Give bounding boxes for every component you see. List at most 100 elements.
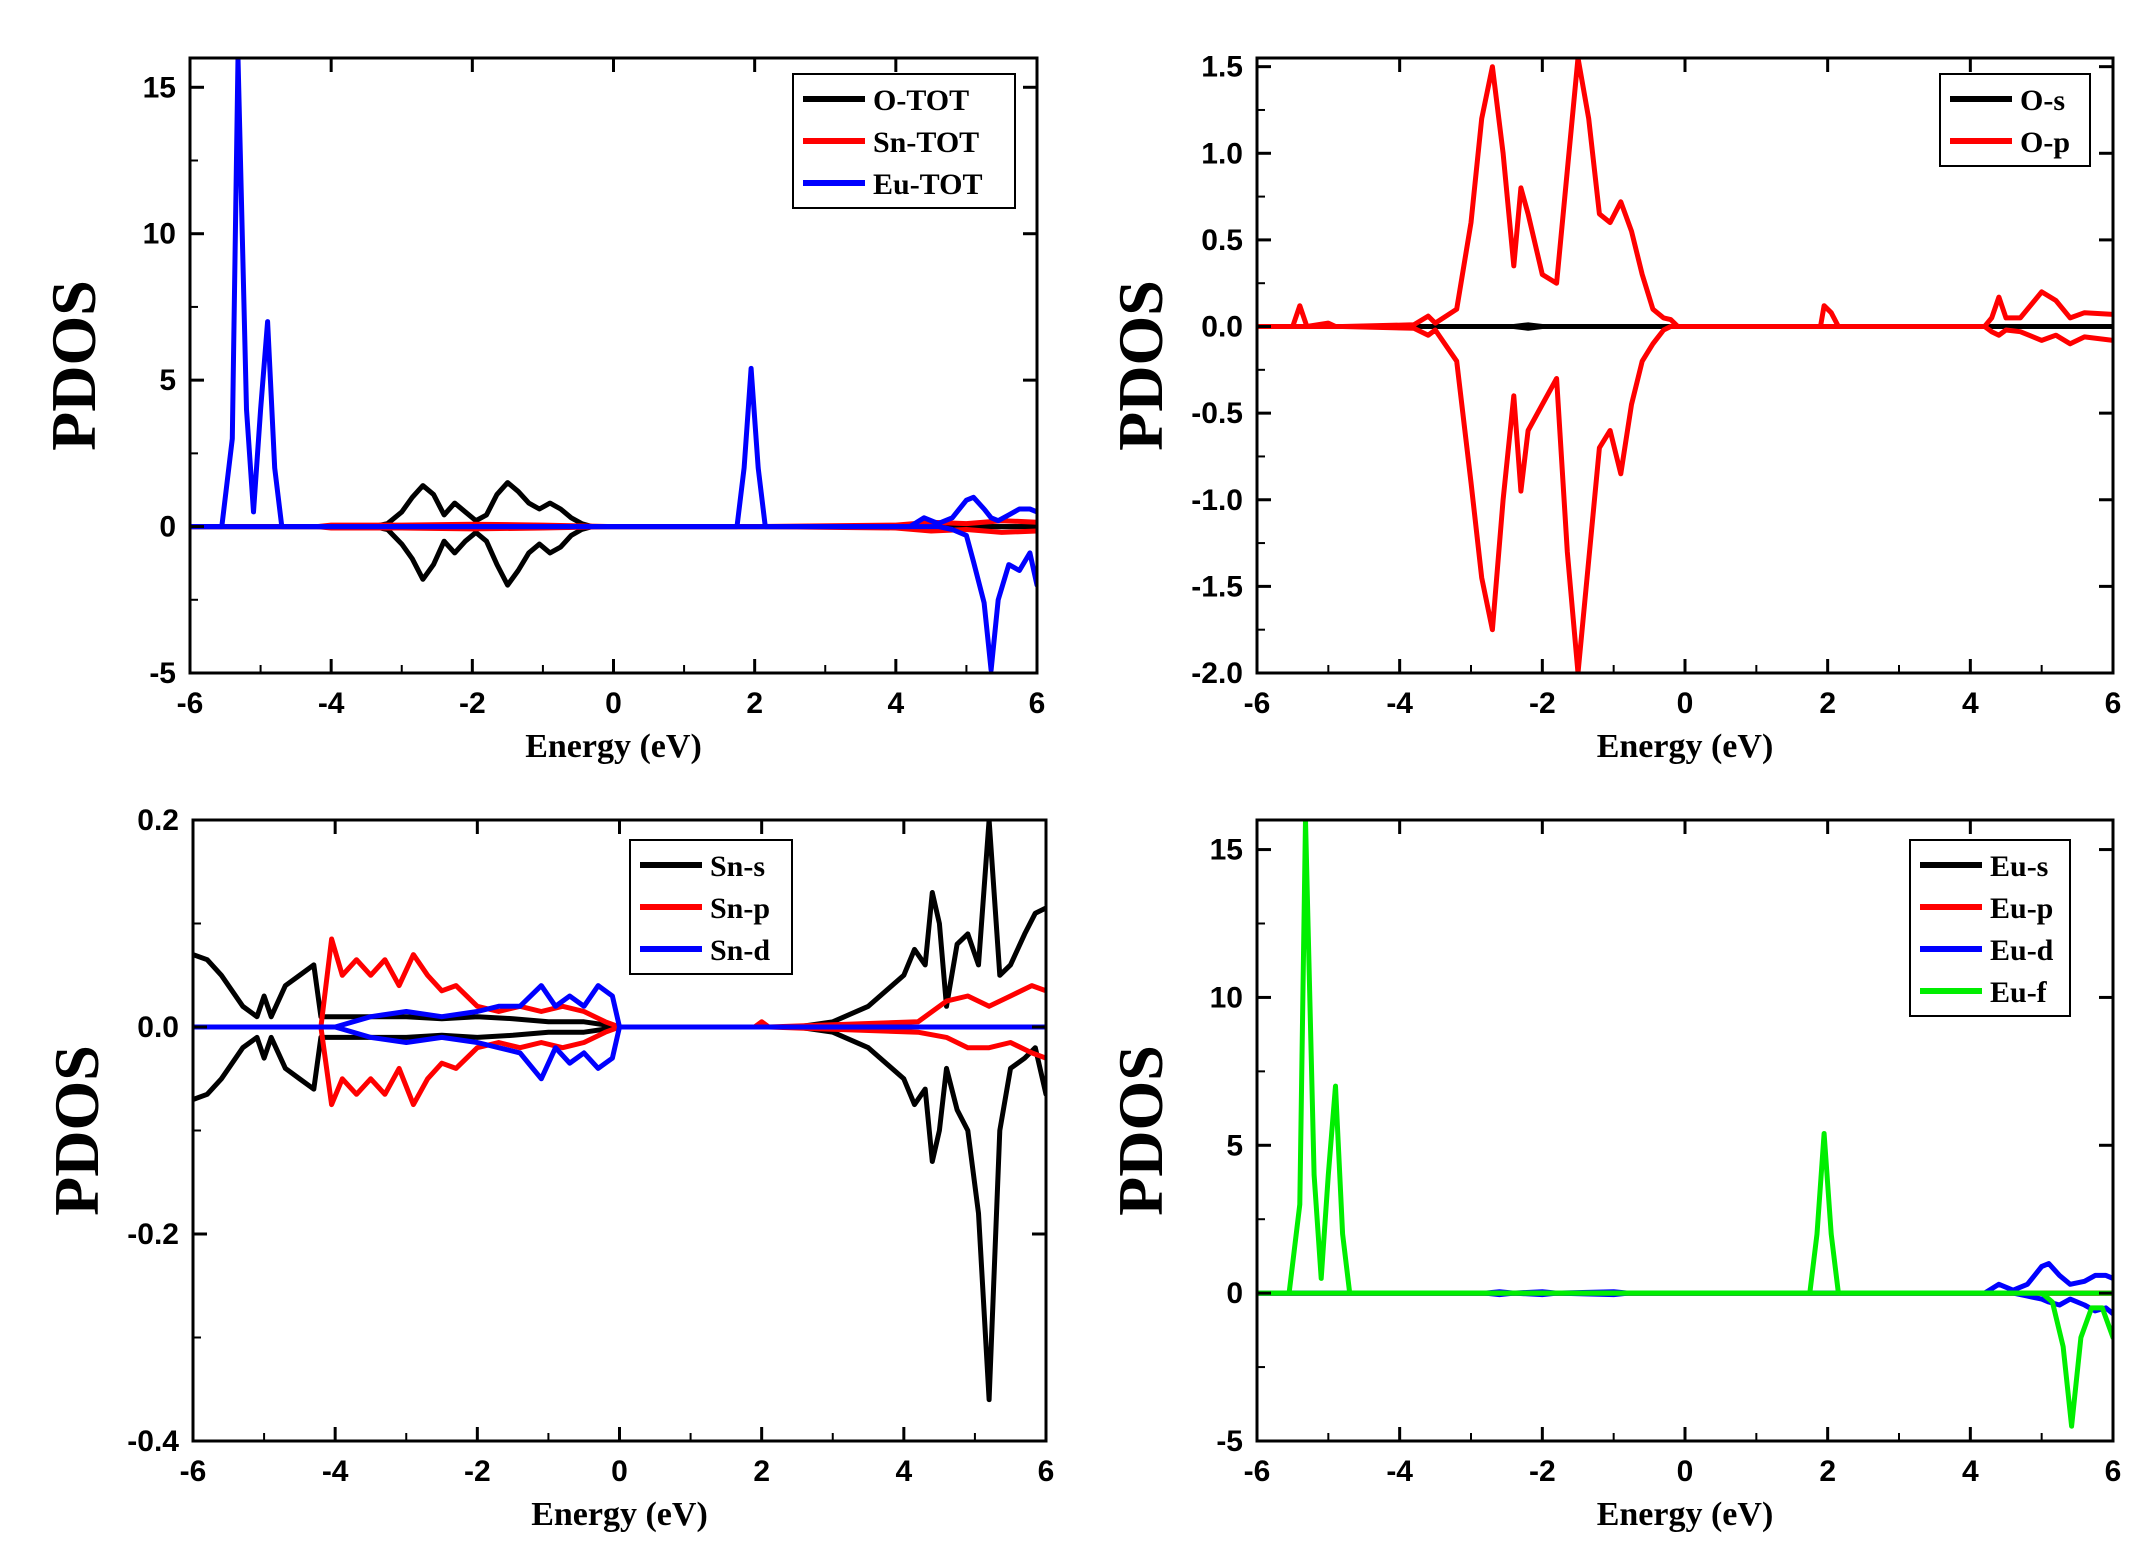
series-line-eu-f-up xyxy=(1257,820,2113,1296)
y-tick-label: 10 xyxy=(143,218,176,251)
y-tick-label: -1.5 xyxy=(1191,570,1243,603)
legend-label-eu-f: Eu-f xyxy=(1990,976,2048,1009)
x-tick-label: -6 xyxy=(180,1455,207,1488)
legend-label-o-s: O-s xyxy=(2020,84,2065,117)
y-tick-label: 0.0 xyxy=(137,1011,179,1044)
x-tick-label: 0 xyxy=(605,687,622,720)
legend-box xyxy=(1939,73,2091,167)
x-tick-label: 6 xyxy=(1038,1455,1055,1488)
y-tick-label: 5 xyxy=(159,364,176,397)
legend-box xyxy=(1909,839,2071,1017)
legend-label-o-tot: O-TOT xyxy=(873,84,969,117)
y-tick-label: 1.5 xyxy=(1201,51,1243,84)
series-line-sn-d-up xyxy=(193,983,1046,1030)
y-tick-label: 0 xyxy=(159,511,176,544)
x-tick-label: -4 xyxy=(322,1455,349,1488)
x-tick-label: -2 xyxy=(464,1455,491,1488)
series-sn-p xyxy=(193,936,1046,1108)
legend: O-TOT Sn-TOT Eu-TOT xyxy=(792,73,1016,209)
y-tick-label: 10 xyxy=(1210,981,1243,1014)
y-tick-label: 0.2 xyxy=(137,804,179,837)
y-tick-label: -5 xyxy=(1216,1425,1243,1458)
x-tick-label: 2 xyxy=(746,687,763,720)
x-tick-label: -6 xyxy=(1244,687,1271,720)
x-tick-label: 6 xyxy=(2105,687,2122,720)
x-axis-title: Energy (eV) xyxy=(1597,1496,1774,1533)
legend-label-sn-tot: Sn-TOT xyxy=(873,126,979,159)
series-eu-f xyxy=(1257,820,2113,1429)
x-tick-label: 0 xyxy=(1677,687,1694,720)
y-tick-label: 1.0 xyxy=(1201,137,1243,170)
y-tick-label: 5 xyxy=(1226,1129,1243,1162)
series-sn-d xyxy=(193,983,1046,1082)
legend-label-eu-p: Eu-p xyxy=(1990,892,2053,925)
x-tick-label: 6 xyxy=(1029,687,1046,720)
y-tick-label: -5 xyxy=(149,657,176,690)
chart-panel-3: -6 -4 -2 0 2 4 6 -0.4 -0.2 0.0 0.2 Energy (eV) PDOS S… xyxy=(41,804,1054,1533)
x-tick-label: 4 xyxy=(1962,1455,1979,1488)
y-tick-label: -1.0 xyxy=(1191,484,1243,517)
chart-panel-2: -6 -4 -2 0 2 4 6 -2.0 -1.5 -1.0 -0.5 0.0 0.5 1.0 1.5 En… xyxy=(1105,51,2121,765)
x-axis-title: Energy (eV) xyxy=(531,1496,708,1533)
y-axis-title: PDOS xyxy=(41,1045,112,1216)
y-tick-label: -2.0 xyxy=(1191,657,1243,690)
series-sn-s xyxy=(193,820,1046,1403)
y-axis-title: PDOS xyxy=(1105,1045,1176,1216)
x-tick-label: -2 xyxy=(1529,1455,1556,1488)
x-tick-label: -4 xyxy=(1386,687,1413,720)
y-axis-title: PDOS xyxy=(1105,280,1176,451)
x-tick-label: 2 xyxy=(753,1455,770,1488)
x-tick-label: 4 xyxy=(887,687,904,720)
series-line-sn-d-down xyxy=(193,1024,1046,1082)
series-line-eu-tot-down xyxy=(190,524,1037,673)
series-line-o-p-down xyxy=(1257,324,2113,673)
series-o-p xyxy=(1257,58,2113,673)
legend-label-sn-p: Sn-p xyxy=(710,892,770,925)
x-tick-label: -2 xyxy=(459,687,486,720)
x-tick-label: -2 xyxy=(1529,687,1556,720)
series-line-sn-s-down xyxy=(193,1024,1046,1403)
y-tick-label: -0.4 xyxy=(127,1425,179,1458)
x-tick-label: 4 xyxy=(1962,687,1979,720)
legend-label-eu-s: Eu-s xyxy=(1990,850,2048,883)
chart-panel-1: -6 -4 -2 0 2 4 6 -5 0 5 10 15 Energy (eV) PDOS O-TOT Sn… xyxy=(38,56,1046,765)
series-line-o-tot-down xyxy=(190,524,1037,588)
legend-label-sn-s: Sn-s xyxy=(710,850,765,883)
x-tick-label: 2 xyxy=(1819,1455,1836,1488)
x-tick-label: 2 xyxy=(1819,687,1836,720)
y-tick-label: 0.0 xyxy=(1201,311,1243,344)
x-tick-label: 0 xyxy=(1677,1455,1694,1488)
legend-label-sn-d: Sn-d xyxy=(710,934,770,967)
series-o-tot xyxy=(190,480,1037,588)
legend-label-o-p: O-p xyxy=(2020,126,2070,159)
x-tick-label: 4 xyxy=(895,1455,912,1488)
y-tick-label: -0.2 xyxy=(127,1218,179,1251)
legend: O-s O-p xyxy=(1939,73,2091,167)
x-tick-label: 0 xyxy=(611,1455,628,1488)
series-eu-tot xyxy=(190,58,1037,673)
y-tick-label: 15 xyxy=(143,71,176,104)
y-axis-title: PDOS xyxy=(38,280,109,451)
y-tick-label: -0.5 xyxy=(1191,397,1243,430)
series-line-eu-tot-up xyxy=(190,58,1037,530)
y-tick-label: 0.5 xyxy=(1201,224,1243,257)
series-line-sn-s-up xyxy=(193,820,1046,1030)
x-axis-title: Energy (eV) xyxy=(1597,728,1774,765)
x-tick-label: -4 xyxy=(318,687,345,720)
legend-label-eu-d: Eu-d xyxy=(1990,934,2054,967)
x-tick-label: -6 xyxy=(177,687,204,720)
y-tick-label: 15 xyxy=(1210,834,1243,867)
x-tick-label: 6 xyxy=(2105,1455,2122,1488)
series-line-sn-p-down xyxy=(193,1024,1046,1108)
series-line-eu-f-down xyxy=(1257,1290,2113,1429)
x-axis-title: Energy (eV) xyxy=(525,728,702,765)
series-line-sn-p-up xyxy=(193,936,1046,1030)
series-line-o-p-up xyxy=(1257,58,2113,329)
x-tick-label: -6 xyxy=(1244,1455,1271,1488)
y-tick-label: 0 xyxy=(1226,1277,1243,1310)
x-tick-label: -4 xyxy=(1386,1455,1413,1488)
legend: Eu-s Eu-p Eu-d Eu-f xyxy=(1909,839,2071,1017)
legend: Sn-s Sn-p Sn-d xyxy=(629,839,793,975)
